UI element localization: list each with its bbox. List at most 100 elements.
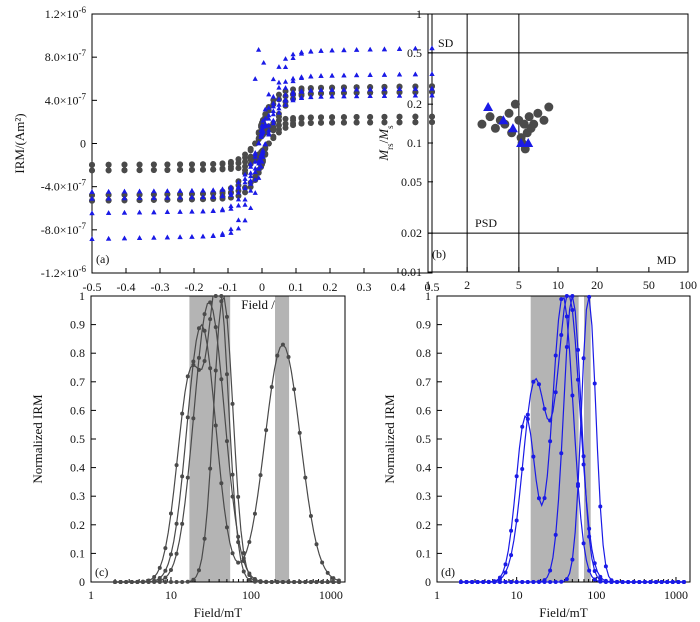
day-plot-point-gray — [519, 119, 529, 129]
hysteresis-point — [341, 87, 347, 92]
hysteresis-point — [242, 158, 249, 165]
irm-point — [202, 536, 207, 541]
hysteresis-point — [270, 100, 276, 106]
hysteresis-point — [200, 194, 206, 200]
x-tick-label: 10 — [511, 588, 523, 602]
hysteresis-point — [252, 169, 258, 174]
y-tick-mantissa: -1.2 — [41, 266, 60, 280]
hysteresis-point — [318, 114, 325, 121]
irm-point — [208, 317, 213, 322]
irm-point — [665, 580, 670, 584]
hysteresis-point — [381, 46, 388, 52]
hysteresis-point — [258, 152, 264, 158]
hysteresis-point — [242, 189, 249, 196]
region-label-md: MD — [657, 253, 677, 267]
hysteresis-point — [219, 186, 226, 192]
hysteresis-point — [290, 75, 296, 81]
irm-point — [224, 372, 229, 377]
irm-point — [458, 580, 463, 584]
x-tick-label: 100 — [679, 278, 697, 292]
y-tick-label: 1 — [425, 289, 431, 303]
hysteresis-point — [242, 185, 248, 190]
hysteresis-point — [242, 171, 248, 177]
irm-point — [581, 356, 586, 361]
irm-point — [185, 415, 190, 420]
x-tick-label: 1 — [88, 588, 94, 602]
hysteresis-point — [164, 194, 170, 200]
irm-point — [180, 579, 185, 584]
irm-point — [163, 546, 168, 551]
irm-point — [213, 325, 218, 330]
hysteresis-point — [189, 234, 195, 239]
y-tick-label: 0.1 — [70, 546, 85, 560]
hysteresis-point — [367, 93, 373, 98]
irm-point — [219, 294, 224, 298]
y-tick-label: 0.9 — [70, 318, 85, 332]
hysteresis-point — [242, 151, 249, 158]
hysteresis-point — [252, 190, 258, 195]
hysteresis-point — [275, 129, 282, 136]
shaded-band — [583, 296, 591, 582]
hysteresis-point — [210, 166, 217, 173]
hysteresis-point — [270, 76, 276, 82]
x-tick-label: 100 — [242, 588, 260, 602]
hysteresis-point — [341, 93, 347, 99]
hysteresis-point — [248, 187, 254, 193]
hysteresis-point — [177, 161, 184, 168]
hysteresis-point — [412, 113, 419, 120]
y-tick-label: 8.0×10-7 — [45, 48, 87, 64]
hysteresis-point — [429, 119, 435, 126]
irm-point — [174, 463, 179, 468]
irm-point — [230, 494, 235, 499]
y-tick-exponent: -7 — [79, 91, 87, 101]
hysteresis-point — [235, 189, 242, 195]
irm-point — [536, 496, 541, 501]
hysteresis-point — [235, 225, 242, 231]
irm-point — [236, 560, 241, 565]
panel-a: -0.5 -0.4 -0.3 -0.2 -0.1 0 0.1 0.2 0.3 0.4 0.5 -1.2… — [12, 5, 440, 312]
hysteresis-point — [242, 202, 248, 207]
x-tick-label: -0.2 — [185, 280, 204, 294]
irm-point — [681, 580, 686, 584]
irm-point — [241, 551, 246, 556]
irm-point — [620, 579, 625, 584]
irm-point — [219, 377, 224, 382]
x-tick-label: 1 — [425, 278, 431, 292]
irm-point — [219, 481, 224, 486]
irm-point — [224, 525, 229, 530]
hysteresis-point — [275, 113, 282, 120]
y-tick-exponent: -7 — [79, 178, 87, 188]
irm-point — [213, 294, 218, 298]
irm-point — [475, 580, 480, 584]
irm-point — [615, 579, 620, 584]
irm-point — [542, 406, 547, 411]
hysteresis-point — [412, 45, 418, 51]
hysteresis-point — [353, 119, 360, 126]
hysteresis-point — [252, 154, 258, 159]
irm-point — [325, 580, 330, 584]
x-tick-label: 0.3 — [357, 280, 372, 294]
y-tick-mantissa: -8.0 — [41, 223, 60, 237]
irm-point — [470, 580, 475, 584]
hysteresis-point — [252, 165, 258, 171]
hysteresis-point — [262, 106, 268, 112]
hysteresis-point — [164, 161, 171, 168]
hysteresis-point — [367, 86, 373, 92]
irm-point — [559, 579, 564, 584]
hysteresis-point — [151, 188, 157, 194]
hysteresis-point — [219, 160, 226, 167]
irm-point — [336, 578, 341, 583]
hysteresis-point — [136, 167, 143, 174]
hysteresis-point — [121, 188, 128, 194]
irm-point — [152, 574, 157, 579]
hysteresis-point — [136, 195, 143, 200]
hysteresis-point — [318, 93, 324, 99]
hysteresis-point — [188, 166, 195, 173]
irm-point — [626, 579, 631, 584]
hysteresis-point — [248, 161, 254, 166]
irm-point — [503, 570, 508, 575]
irm-point — [157, 580, 162, 584]
irm-point — [252, 511, 257, 516]
y-tick-label: 0.2 — [407, 97, 422, 111]
irm-point — [303, 475, 308, 480]
